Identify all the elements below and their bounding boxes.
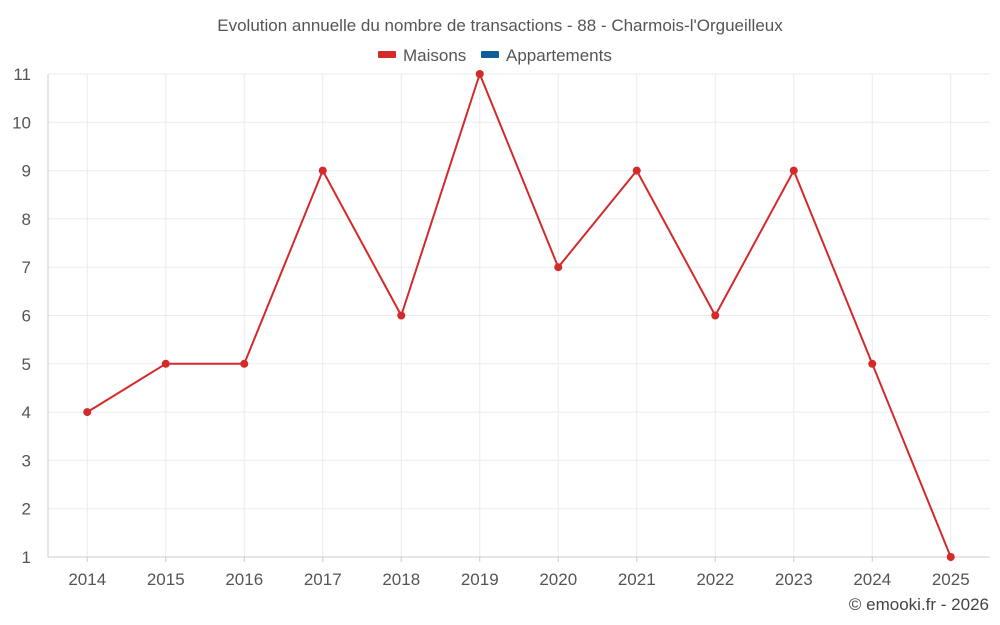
data-point-maisons[interactable] bbox=[397, 311, 406, 320]
axis-layer: 1 2 3 4 5 6 7 8 9 10 11 2014 2015 2016 2017 2018 2019 202… bbox=[12, 65, 990, 589]
data-point-maisons[interactable] bbox=[554, 263, 563, 272]
x-tick-label: 2018 bbox=[382, 570, 420, 589]
y-tick-label: 3 bbox=[22, 451, 31, 470]
y-tick-label: 10 bbox=[12, 113, 31, 132]
x-tick-label: 2019 bbox=[461, 570, 499, 589]
x-tick-label: 2015 bbox=[147, 570, 185, 589]
chart-title: Evolution annuelle du nombre de transact… bbox=[217, 16, 783, 35]
data-point-maisons[interactable] bbox=[240, 359, 249, 368]
grid-layer bbox=[48, 73, 990, 557]
data-point-maisons[interactable] bbox=[475, 70, 484, 78]
data-point-maisons[interactable] bbox=[83, 408, 92, 417]
x-tick-label: 2023 bbox=[775, 570, 813, 589]
x-tick-label: 2024 bbox=[853, 570, 891, 589]
y-tick-label: 9 bbox=[22, 162, 31, 181]
y-tick-label: 2 bbox=[22, 500, 31, 519]
series-layer bbox=[83, 70, 955, 561]
data-point-maisons[interactable] bbox=[789, 166, 798, 175]
legend-label-maisons: Maisons bbox=[403, 46, 466, 65]
data-point-maisons[interactable] bbox=[946, 553, 955, 561]
y-tick-label: 5 bbox=[22, 355, 31, 374]
legend-item-appartements[interactable]: Appartements bbox=[481, 46, 612, 65]
x-tick-label: 2025 bbox=[932, 570, 970, 589]
y-tick-label: 8 bbox=[22, 210, 31, 229]
y-tick-label: 4 bbox=[22, 403, 31, 422]
legend-item-maisons[interactable]: Maisons bbox=[378, 46, 466, 65]
x-tick-label: 2016 bbox=[225, 570, 263, 589]
y-tick-label: 6 bbox=[22, 307, 31, 326]
series-line-maisons bbox=[86, 73, 952, 558]
y-tick-label: 11 bbox=[13, 65, 31, 84]
legend-swatch-maisons bbox=[378, 51, 396, 58]
x-tick-label: 2021 bbox=[618, 570, 656, 589]
data-point-maisons[interactable] bbox=[318, 166, 327, 175]
data-point-maisons[interactable] bbox=[632, 166, 641, 175]
x-tick-label: 2022 bbox=[696, 570, 734, 589]
data-point-maisons[interactable] bbox=[161, 359, 170, 368]
x-tick-label: 2017 bbox=[304, 570, 342, 589]
legend-swatch-appartements bbox=[481, 51, 499, 58]
y-tick-label: 7 bbox=[22, 258, 31, 277]
legend-label-appartements: Appartements bbox=[506, 46, 612, 65]
legend[interactable]: Maisons Appartements bbox=[378, 46, 612, 65]
credit-text: © emooki.fr - 2026 bbox=[849, 595, 989, 614]
x-tick-label: 2014 bbox=[68, 570, 106, 589]
y-tick-label: 1 bbox=[22, 548, 31, 567]
data-point-maisons[interactable] bbox=[868, 359, 877, 368]
data-point-maisons[interactable] bbox=[711, 311, 720, 320]
x-tick-label: 2020 bbox=[539, 570, 577, 589]
